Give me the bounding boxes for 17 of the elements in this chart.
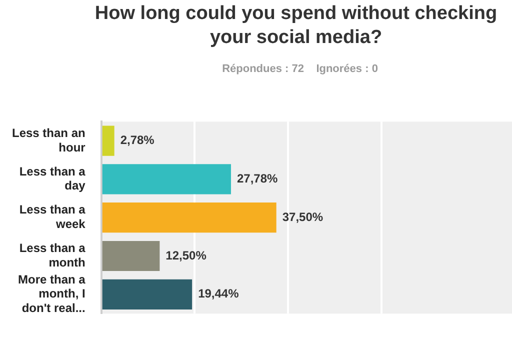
bar — [102, 126, 114, 156]
data-label: 2,78% — [120, 133, 155, 148]
y-tick-label: More than a month, I don't real... — [18, 272, 86, 316]
data-label: 19,44% — [198, 286, 240, 301]
data-label: 12,50% — [166, 248, 207, 262]
bar — [102, 240, 160, 272]
y-tick-label: Less than an hour — [12, 126, 86, 154]
y-tick-label: Less than a week — [19, 202, 86, 232]
bar — [102, 202, 276, 233]
chart-title: How long could you spend without checking your social media? — [94, 2, 498, 50]
chart-subtitle: Répondues : 72 Ignorées : 0 — [221, 63, 379, 75]
data-label: 27,78% — [236, 172, 278, 186]
y-tick-label: Less than a day — [19, 164, 86, 193]
bar — [102, 164, 231, 194]
bar — [102, 279, 192, 310]
data-label: 37,50% — [282, 210, 324, 224]
y-tick-label: Less than a month — [19, 241, 86, 270]
